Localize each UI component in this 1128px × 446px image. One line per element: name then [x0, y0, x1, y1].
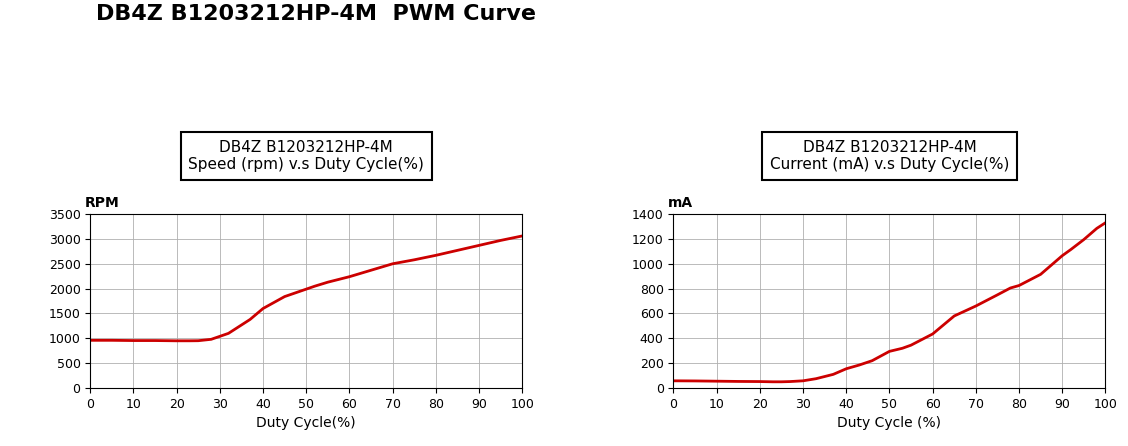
Text: mA: mA	[668, 196, 693, 210]
X-axis label: Duty Cycle(%): Duty Cycle(%)	[256, 416, 356, 430]
X-axis label: Duty Cycle (%): Duty Cycle (%)	[837, 416, 942, 430]
Text: RPM: RPM	[85, 196, 120, 210]
Text: DB4Z B1203212HP-4M  PWM Curve: DB4Z B1203212HP-4M PWM Curve	[96, 4, 536, 25]
Text: DB4Z B1203212HP-4M
Current (mA) v.s Duty Cycle(%): DB4Z B1203212HP-4M Current (mA) v.s Duty…	[769, 140, 1010, 172]
Text: DB4Z B1203212HP-4M
Speed (rpm) v.s Duty Cycle(%): DB4Z B1203212HP-4M Speed (rpm) v.s Duty …	[188, 140, 424, 172]
